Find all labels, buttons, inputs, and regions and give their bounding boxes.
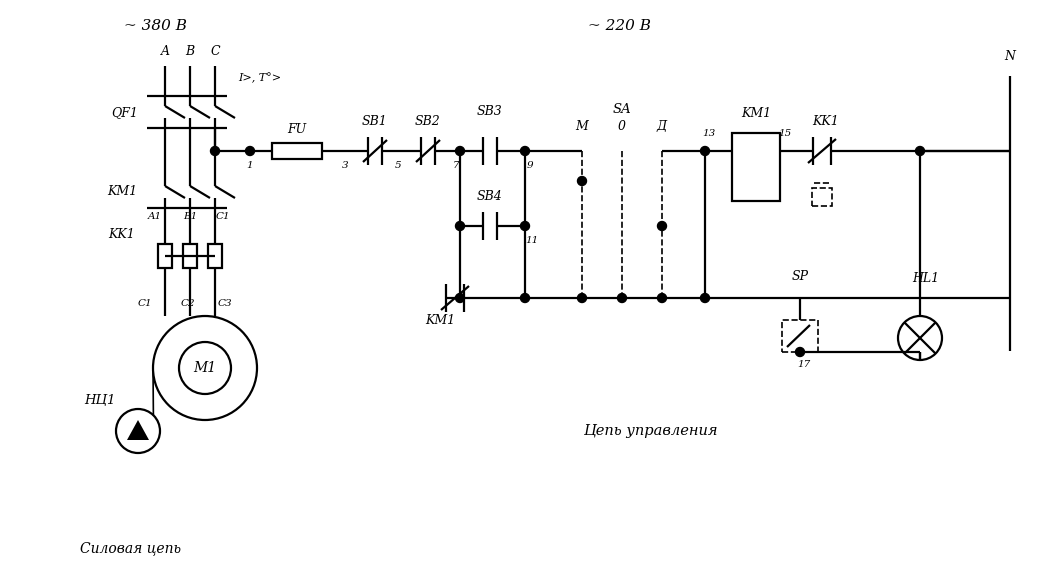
Text: C2: C2 [181, 298, 196, 308]
Text: 11: 11 [526, 236, 538, 244]
Text: C: C [210, 45, 220, 57]
Circle shape [520, 294, 530, 302]
Text: НЦ1: НЦ1 [85, 394, 115, 407]
Text: M1: M1 [194, 361, 217, 375]
Text: KK1: KK1 [812, 114, 840, 128]
Circle shape [210, 146, 220, 155]
Bar [812, 188, 832, 206]
Text: SB4: SB4 [477, 189, 503, 203]
Circle shape [455, 294, 465, 302]
Circle shape [520, 222, 530, 230]
Text: C3: C3 [218, 298, 232, 308]
Text: SA: SA [612, 103, 631, 115]
Circle shape [796, 347, 804, 356]
Circle shape [658, 222, 667, 230]
Circle shape [520, 146, 530, 155]
Text: 3: 3 [341, 161, 349, 169]
Text: A: A [160, 45, 170, 57]
Text: 15: 15 [778, 128, 792, 138]
Circle shape [915, 146, 925, 155]
Text: ~ 220 В: ~ 220 В [588, 19, 651, 33]
Text: B: B [185, 45, 195, 57]
Text: A1: A1 [148, 212, 162, 220]
Text: C1: C1 [216, 212, 230, 220]
Text: KM1: KM1 [741, 107, 771, 120]
Circle shape [455, 222, 465, 230]
Text: SB3: SB3 [477, 104, 503, 118]
Circle shape [245, 146, 254, 155]
Text: 17: 17 [798, 359, 810, 369]
Text: 1: 1 [247, 161, 253, 169]
Polygon shape [127, 420, 149, 440]
Circle shape [618, 294, 626, 302]
Text: I>, T°>: I>, T°> [238, 73, 282, 83]
Bar [208, 244, 222, 268]
Text: N: N [1004, 49, 1016, 63]
Text: KK1: KK1 [109, 227, 135, 240]
Text: C1: C1 [138, 298, 152, 308]
Bar [272, 143, 322, 159]
Circle shape [658, 294, 667, 302]
Circle shape [455, 146, 465, 155]
Text: SB2: SB2 [415, 114, 441, 128]
Text: ~ 380 В: ~ 380 В [124, 19, 186, 33]
Circle shape [578, 176, 586, 186]
Text: SP: SP [792, 270, 808, 282]
Bar [732, 133, 780, 201]
Text: KM1: KM1 [425, 314, 455, 326]
Text: 5: 5 [395, 161, 401, 169]
Text: 0: 0 [618, 120, 626, 132]
Text: QF1: QF1 [112, 107, 138, 120]
Text: Д: Д [656, 120, 667, 132]
Bar [183, 244, 197, 268]
Text: Силовая цепь: Силовая цепь [80, 541, 180, 555]
Text: KM1: KM1 [107, 185, 137, 197]
Circle shape [700, 294, 710, 302]
Circle shape [578, 294, 586, 302]
Text: FU: FU [288, 122, 307, 135]
Text: Цепь управления: Цепь управления [583, 424, 717, 438]
Text: 13: 13 [703, 128, 716, 138]
Bar [158, 244, 172, 268]
Text: B1: B1 [183, 212, 197, 220]
Text: HL1: HL1 [912, 271, 939, 284]
Circle shape [700, 146, 710, 155]
Text: 7: 7 [452, 161, 460, 169]
Text: SB1: SB1 [362, 114, 387, 128]
Bar [782, 320, 818, 352]
Text: 9: 9 [527, 161, 533, 169]
Text: M: M [576, 120, 588, 132]
